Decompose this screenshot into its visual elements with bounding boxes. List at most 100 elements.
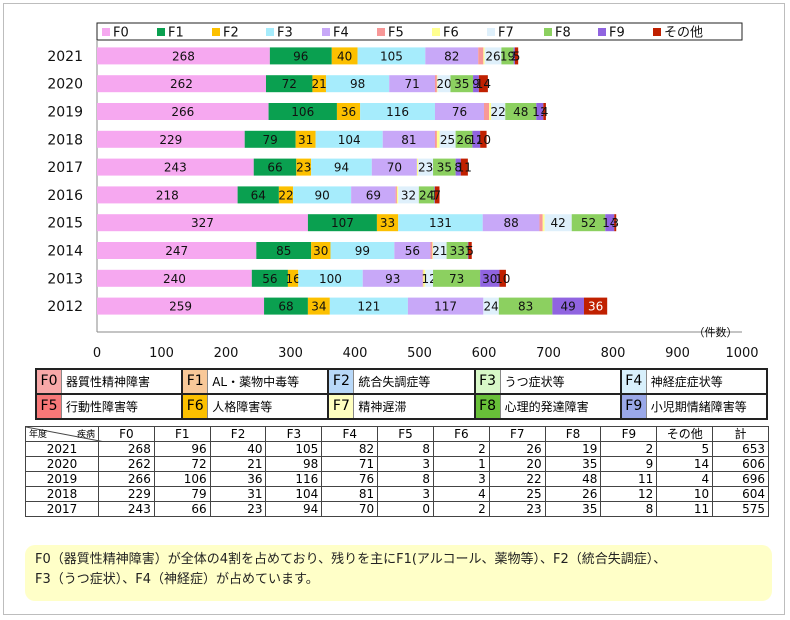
bar-segment — [389, 75, 435, 93]
y-tick-label: 2012 — [47, 299, 83, 315]
legend-grid-label: 人格障害等 — [212, 400, 273, 414]
bar-segment — [434, 186, 440, 204]
bar-value-label: 88 — [503, 216, 518, 230]
bar-value-label: 5 — [513, 49, 521, 63]
bar-value-label: 98 — [350, 77, 365, 91]
bar-segment — [473, 75, 479, 93]
bar-segment — [351, 186, 396, 204]
bar-value-label: 116 — [386, 105, 409, 119]
bar-value-label: 24 — [419, 188, 434, 202]
bar-segment — [97, 214, 308, 232]
legend-grid-code: F9 — [622, 396, 647, 417]
bar-segment — [433, 269, 481, 287]
bar-value-label: 20 — [436, 77, 451, 91]
table-column-header: F8 — [544, 426, 602, 442]
x-tick-label: 200 — [214, 346, 239, 361]
bar-segment — [425, 269, 434, 287]
bar-segment — [433, 158, 456, 176]
bar-value-label: 10 — [476, 133, 491, 147]
bar-value-label: 56 — [262, 272, 277, 286]
bar-value-label: 7 — [433, 188, 441, 202]
bar-segment — [536, 103, 544, 120]
table-row: 2020 262 72 21 98 71 3 1 20 35 9 14 606 — [25, 456, 769, 472]
table-cell: 70 — [321, 501, 379, 517]
bar-value-label: 24 — [483, 300, 498, 314]
legend-entry: F8 — [544, 26, 571, 41]
legend-grid-label: 心理的発達障害 — [504, 400, 589, 414]
bar-segment — [329, 297, 408, 315]
bar-segment — [478, 75, 488, 93]
bar-value-label: 93 — [385, 272, 400, 286]
legend-swatch — [432, 28, 440, 36]
bar-value-label: 49 — [561, 300, 576, 314]
legend-entry: その他 — [653, 26, 703, 41]
bar-segment — [278, 186, 294, 204]
bar-value-label: 79 — [263, 133, 278, 147]
table-cell: 20 — [488, 456, 546, 472]
summary-note-line-2: F3（うつ症状）、F4（神経症）が占めています。 — [35, 572, 319, 587]
legend-grid-cell: F4 神経症症状等 — [619, 368, 769, 395]
bar-segment — [296, 158, 312, 176]
legend-label: F2 — [223, 26, 239, 41]
chart-legend: F0 F1 F2 F3 F4 F5 F6 F7 F8 F9 その他 — [96, 22, 743, 41]
table-column-header: 計 — [712, 426, 769, 442]
bar-value-label: 14 — [602, 216, 617, 230]
table-cell: 8 — [600, 501, 658, 517]
legend-grid-cell: F3 うつ症状等 — [473, 368, 622, 395]
bar-segment — [395, 186, 397, 204]
legend-grid-code: F6 — [184, 396, 209, 417]
bar-value-label: 23 — [418, 161, 433, 175]
bar-segment — [97, 186, 238, 204]
bar-value-label: 94 — [334, 161, 349, 175]
bar-segment — [467, 242, 469, 259]
bar-value-label: 70 — [387, 161, 402, 175]
legend-entry: F2 — [212, 26, 239, 41]
bar-value-label: 81 — [401, 133, 416, 147]
table-column-header: その他 — [656, 426, 714, 442]
legend-grid-cell: F2 統合失調症等 — [327, 368, 476, 395]
bar-value-label: 21 — [312, 77, 327, 91]
bar-segment — [396, 186, 399, 204]
bar-segment — [422, 269, 424, 287]
bar-value-label: 121 — [357, 300, 380, 314]
bar-segment — [468, 242, 472, 259]
bar-value-label: 12 — [422, 272, 437, 286]
legend-grid-code: F8 — [476, 396, 501, 417]
bar-segment — [439, 130, 456, 148]
table-cell: 696 — [712, 471, 769, 487]
bar-segment — [514, 47, 519, 65]
table-cell: 26 — [488, 441, 546, 457]
legend-swatch — [212, 28, 220, 36]
bar-value-label: 107 — [331, 216, 354, 230]
bar-segment — [483, 47, 485, 65]
legend-grid-code: F5 — [38, 396, 62, 417]
legend-entry: F9 — [598, 26, 625, 41]
bar-value-label: 48 — [513, 105, 528, 119]
table-cell: 94 — [265, 501, 323, 517]
bar-segment — [543, 103, 546, 120]
bar-value-label: 104 — [338, 133, 361, 147]
table-column-header: F3 — [265, 426, 323, 442]
bar-segment — [362, 269, 423, 287]
legend-grid-label: 精神遅滞 — [358, 400, 407, 414]
bar-segment — [434, 75, 437, 93]
bar-segment — [544, 214, 572, 232]
bar-segment — [491, 103, 506, 120]
bar-segment — [398, 186, 419, 204]
table-column-header: F4 — [321, 426, 379, 442]
bar-value-label: 229 — [159, 133, 182, 147]
table-column-header: F1 — [153, 426, 211, 442]
bar-value-label: 240 — [163, 272, 186, 286]
bar-value-label: 22 — [491, 105, 506, 119]
bar-segment — [325, 75, 390, 93]
bar-segment — [484, 47, 502, 65]
legend-label: F3 — [277, 26, 293, 41]
legend-label: F6 — [443, 26, 459, 41]
bar-segment — [269, 47, 332, 65]
legend-grid-label: 統合失調症等 — [358, 375, 431, 389]
corner-disease-label: 疾病 — [76, 430, 95, 440]
table-cell: 3 — [377, 456, 434, 472]
bar-value-label: 327 — [191, 216, 214, 230]
legend-grid-cell: F6 人格障害等 — [181, 393, 330, 420]
